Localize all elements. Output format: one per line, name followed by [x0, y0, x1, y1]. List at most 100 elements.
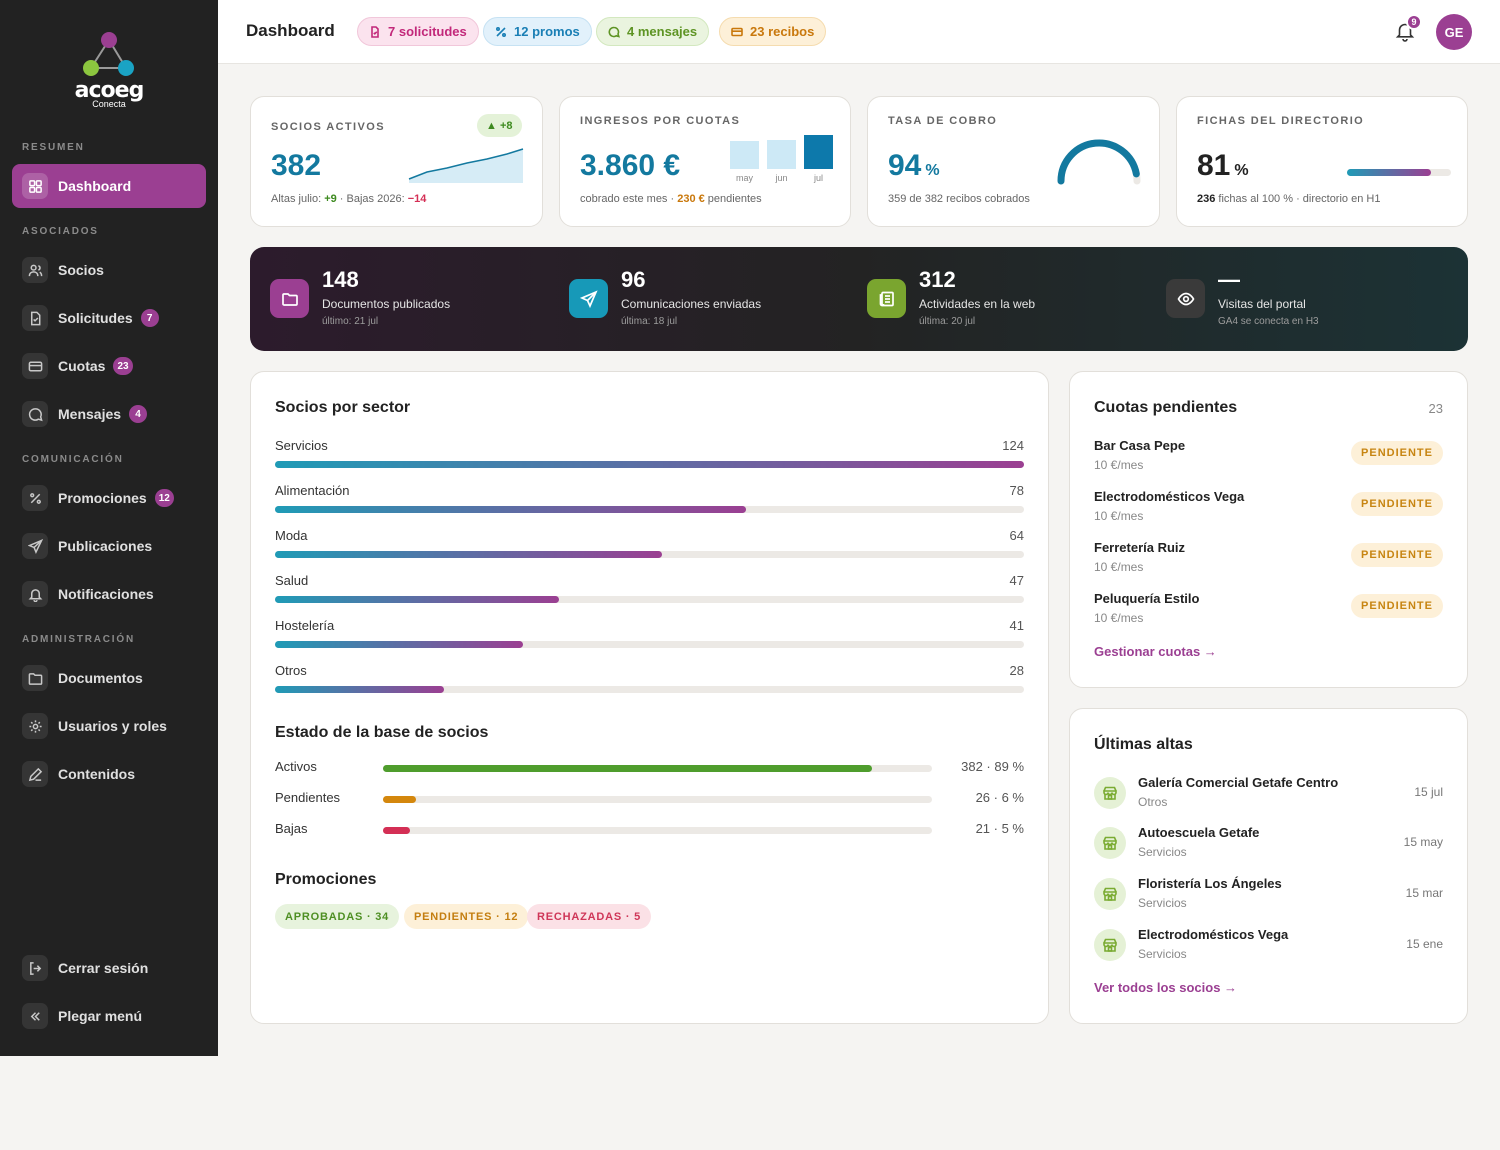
sidebar-item-label: Publicaciones: [58, 538, 153, 554]
member-sector: Otros: [1138, 795, 1168, 809]
kpi-sub: cobrado este mes · 230 € pendientes: [580, 193, 762, 205]
estado-row: Bajas 21 · 5 %: [275, 821, 1024, 841]
chip-recibos[interactable]: 23 recibos: [719, 17, 827, 46]
chip-mensajes[interactable]: 4 mensajes: [596, 17, 710, 46]
kpi-ingresos-cuotas: INGRESOS POR CUOTAS 3.860 € may jun jul co…: [559, 96, 851, 227]
sidebar-item-label: Cuotas: [58, 358, 106, 374]
chip-label: mensajes: [637, 24, 698, 39]
sidebar-item-promociones[interactable]: Promociones 12: [12, 476, 206, 520]
list-item[interactable]: Electrodomésticos Vega 10 €/mes PENDIENT…: [1094, 489, 1443, 533]
ver-todos-socios-link[interactable]: Ver todos los socios →: [1094, 980, 1238, 995]
store-icon: [1094, 827, 1126, 859]
store-icon: [1094, 777, 1126, 809]
sidebar-item-socios[interactable]: Socios: [12, 248, 206, 292]
mini-bar-label: may: [735, 173, 753, 183]
sidebar-item-documentos[interactable]: Documentos: [12, 656, 206, 700]
estado-row: Activos 382 · 89 %: [275, 759, 1024, 779]
join-date: 15 ene: [1406, 937, 1443, 951]
sidebar-item-label: Socios: [58, 262, 104, 278]
sector-bar: [275, 641, 523, 648]
sector-name: Alimentación: [275, 483, 350, 498]
file-check-icon: [22, 305, 48, 331]
collapse-menu-button[interactable]: Plegar menú: [12, 994, 206, 1038]
pen-icon: [22, 761, 48, 787]
chip-num: 7: [388, 24, 396, 39]
sector-bar: [275, 596, 559, 603]
kpi-sub-a: cobrado este mes ·: [580, 193, 678, 205]
mini-bar-chart: may jun jul: [730, 133, 840, 185]
member-name: Peluquería Estilo: [1094, 591, 1200, 606]
estado-bar: [383, 765, 872, 772]
status-badge: PENDIENTE: [1351, 543, 1443, 567]
list-item[interactable]: Autoescuela Getafe Servicios 15 may: [1094, 825, 1443, 869]
percent-icon: [495, 26, 507, 37]
chip-promos[interactable]: 12 promos: [483, 17, 592, 46]
users-icon: [22, 257, 48, 283]
kpi-sub-d: −14: [407, 193, 427, 205]
page-title: Dashboard: [246, 21, 335, 40]
member-name: Ferretería Ruiz: [1094, 540, 1186, 555]
estado-row: Pendientes 26 · 6 %: [275, 790, 1024, 810]
gestionar-cuotas-link[interactable]: Gestionar cuotas →: [1094, 644, 1217, 659]
sector-row: Salud 47: [275, 573, 1024, 613]
sidebar-item-publicaciones[interactable]: Publicaciones: [12, 524, 206, 568]
promo-chip-pendientes[interactable]: PENDIENTES · 12: [404, 904, 529, 929]
chat-icon: [22, 401, 48, 427]
member-fee: 10 €/mes: [1094, 611, 1144, 625]
sidebar-item-notificaciones[interactable]: Notificaciones: [12, 572, 206, 616]
kpi-sub-c: pendientes: [704, 193, 762, 205]
mini-bar-label: jul: [813, 173, 823, 183]
estado-name: Activos: [275, 759, 317, 774]
sidebar-item-cuotas[interactable]: Cuotas 23: [12, 344, 206, 388]
avatar[interactable]: GE: [1436, 14, 1472, 50]
sector-value: 124: [1002, 438, 1024, 453]
cuotas-count: 23: [1428, 401, 1443, 416]
sidebar-item-solicitudes[interactable]: Solicitudes 7: [12, 296, 206, 340]
chip-solicitudes[interactable]: 7 solicitudes: [357, 17, 479, 46]
count-badge: 4: [129, 405, 148, 423]
banner-sub: último: 21 jul: [322, 316, 379, 327]
sector-name: Salud: [275, 573, 309, 588]
mini-bar-label: jun: [775, 173, 788, 183]
estado-value: 382 · 89 %: [961, 759, 1024, 774]
bell-icon: [22, 581, 48, 607]
estado-value: 26 · 6 %: [975, 790, 1024, 805]
count-badge: 23: [113, 357, 133, 375]
sidebar-item-dashboard[interactable]: Dashboard: [12, 164, 206, 208]
list-item[interactable]: Ferretería Ruiz 10 €/mes PENDIENTE: [1094, 540, 1443, 584]
estado-name: Pendientes: [275, 790, 341, 805]
percent-icon: [22, 485, 48, 511]
kpi-sub-a: 236: [1197, 193, 1216, 205]
section-administracion: ADMINISTRACIÓN: [22, 634, 135, 645]
banner-num: —: [1218, 267, 1240, 292]
list-item[interactable]: Galería Comercial Getafe Centro Otros 15…: [1094, 775, 1443, 819]
cuotas-pendientes-card: Cuotas pendientes 23 Bar Casa Pepe 10 €/…: [1069, 371, 1468, 688]
section-resumen: RESUMEN: [22, 142, 85, 153]
logout-icon: [22, 955, 48, 981]
newspaper-icon: [867, 279, 906, 318]
list-item[interactable]: Electrodomésticos Vega Servicios 15 ene: [1094, 927, 1443, 971]
chip-num: 4: [627, 24, 635, 39]
promo-chip-rechazadas[interactable]: RECHAZADAS · 5: [527, 904, 652, 929]
chip-num: 12: [514, 24, 529, 39]
kpi-label: INGRESOS POR CUOTAS: [580, 115, 741, 127]
notification-count-badge: 9: [1406, 14, 1422, 30]
list-item[interactable]: Bar Casa Pepe 10 €/mes PENDIENTE: [1094, 438, 1443, 482]
sector-row: Otros 28: [275, 663, 1024, 703]
gauge-fill: [1057, 139, 1140, 185]
sidebar-item-usuarios[interactable]: Usuarios y roles: [12, 704, 206, 748]
gauge-chart: [1057, 139, 1141, 185]
kpi-sub-b: fichas al 100 % · directorio en H1: [1215, 193, 1381, 205]
sidebar-item-mensajes[interactable]: Mensajes 4: [12, 392, 206, 436]
list-item[interactable]: Peluquería Estilo 10 €/mes PENDIENTE: [1094, 591, 1443, 635]
promo-chip-aprobadas[interactable]: APROBADAS · 34: [275, 904, 400, 929]
kpi-value: 382: [271, 149, 322, 182]
chip-num: 23: [750, 24, 765, 39]
sidebar-item-contenidos[interactable]: Contenidos: [12, 752, 206, 796]
kpi-tasa-cobro: TASA DE COBRO 94% 359 de 382 recibos cob…: [867, 96, 1160, 227]
mini-bar-may: [730, 141, 759, 169]
logout-button[interactable]: Cerrar sesión: [12, 946, 206, 990]
send-icon: [569, 279, 608, 318]
list-item[interactable]: Floristería Los Ángeles Servicios 15 mar: [1094, 876, 1443, 920]
count-badge: 12: [154, 489, 174, 507]
